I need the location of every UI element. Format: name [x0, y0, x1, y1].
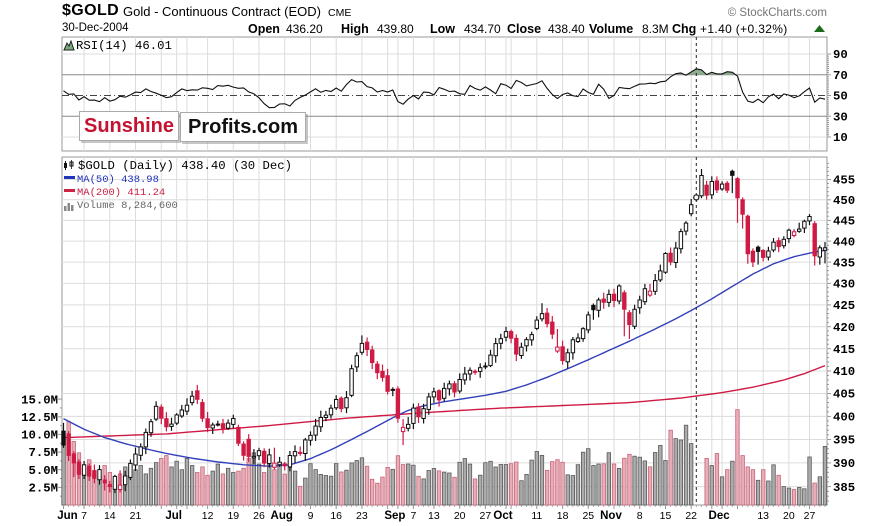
- svg-text:Jul: Jul: [165, 510, 182, 522]
- svg-text:14: 14: [104, 510, 116, 522]
- svg-text:Aug: Aug: [271, 510, 293, 522]
- svg-text:5.0M: 5.0M: [28, 464, 58, 478]
- svg-text:15.0M: 15.0M: [21, 393, 58, 407]
- svg-text:10: 10: [833, 131, 848, 145]
- svg-text:12.5M: 12.5M: [21, 411, 58, 425]
- svg-text:400: 400: [833, 411, 855, 425]
- svg-text:Sep: Sep: [384, 510, 405, 522]
- svg-text:20: 20: [783, 510, 795, 522]
- svg-text:25: 25: [582, 510, 594, 522]
- svg-text:420: 420: [833, 321, 855, 335]
- svg-text:390: 390: [833, 457, 855, 471]
- svg-text:19: 19: [227, 510, 239, 522]
- svg-text:21: 21: [130, 510, 142, 522]
- svg-text:11: 11: [531, 510, 542, 522]
- svg-text:50: 50: [833, 90, 848, 104]
- svg-text:22: 22: [685, 510, 697, 522]
- svg-text:27: 27: [480, 510, 492, 522]
- svg-text:435: 435: [833, 256, 855, 270]
- svg-text:90: 90: [833, 48, 848, 62]
- svg-text:Jun: Jun: [57, 510, 77, 522]
- svg-text:7.5M: 7.5M: [28, 446, 58, 460]
- svg-text:30: 30: [833, 111, 848, 125]
- svg-text:450: 450: [833, 194, 855, 208]
- svg-text:425: 425: [833, 299, 855, 313]
- svg-text:18: 18: [557, 510, 569, 522]
- svg-text:Oct: Oct: [493, 510, 512, 522]
- svg-text:9: 9: [308, 510, 314, 522]
- svg-text:27: 27: [804, 510, 816, 522]
- svg-text:13: 13: [757, 510, 769, 522]
- svg-text:455: 455: [833, 174, 855, 188]
- svg-text:7: 7: [81, 510, 87, 522]
- svg-text:20: 20: [454, 510, 466, 522]
- svg-text:12: 12: [202, 510, 214, 522]
- svg-text:70: 70: [833, 69, 848, 83]
- svg-text:8: 8: [637, 510, 643, 522]
- svg-text:13: 13: [428, 510, 440, 522]
- svg-text:410: 410: [833, 365, 855, 379]
- svg-text:16: 16: [330, 510, 342, 522]
- svg-text:10.0M: 10.0M: [21, 429, 58, 443]
- svg-text:2.5M: 2.5M: [28, 482, 58, 496]
- svg-text:405: 405: [833, 388, 855, 402]
- svg-text:440: 440: [833, 235, 855, 249]
- svg-text:23: 23: [356, 510, 368, 522]
- svg-text:415: 415: [833, 343, 855, 357]
- svg-text:385: 385: [833, 481, 855, 495]
- svg-text:445: 445: [833, 215, 855, 229]
- svg-text:Nov: Nov: [600, 510, 622, 522]
- svg-text:26: 26: [253, 510, 265, 522]
- svg-text:Dec: Dec: [709, 510, 731, 522]
- svg-text:395: 395: [833, 434, 855, 448]
- svg-text:15: 15: [660, 510, 672, 522]
- svg-text:7: 7: [410, 510, 416, 522]
- svg-text:430: 430: [833, 278, 855, 292]
